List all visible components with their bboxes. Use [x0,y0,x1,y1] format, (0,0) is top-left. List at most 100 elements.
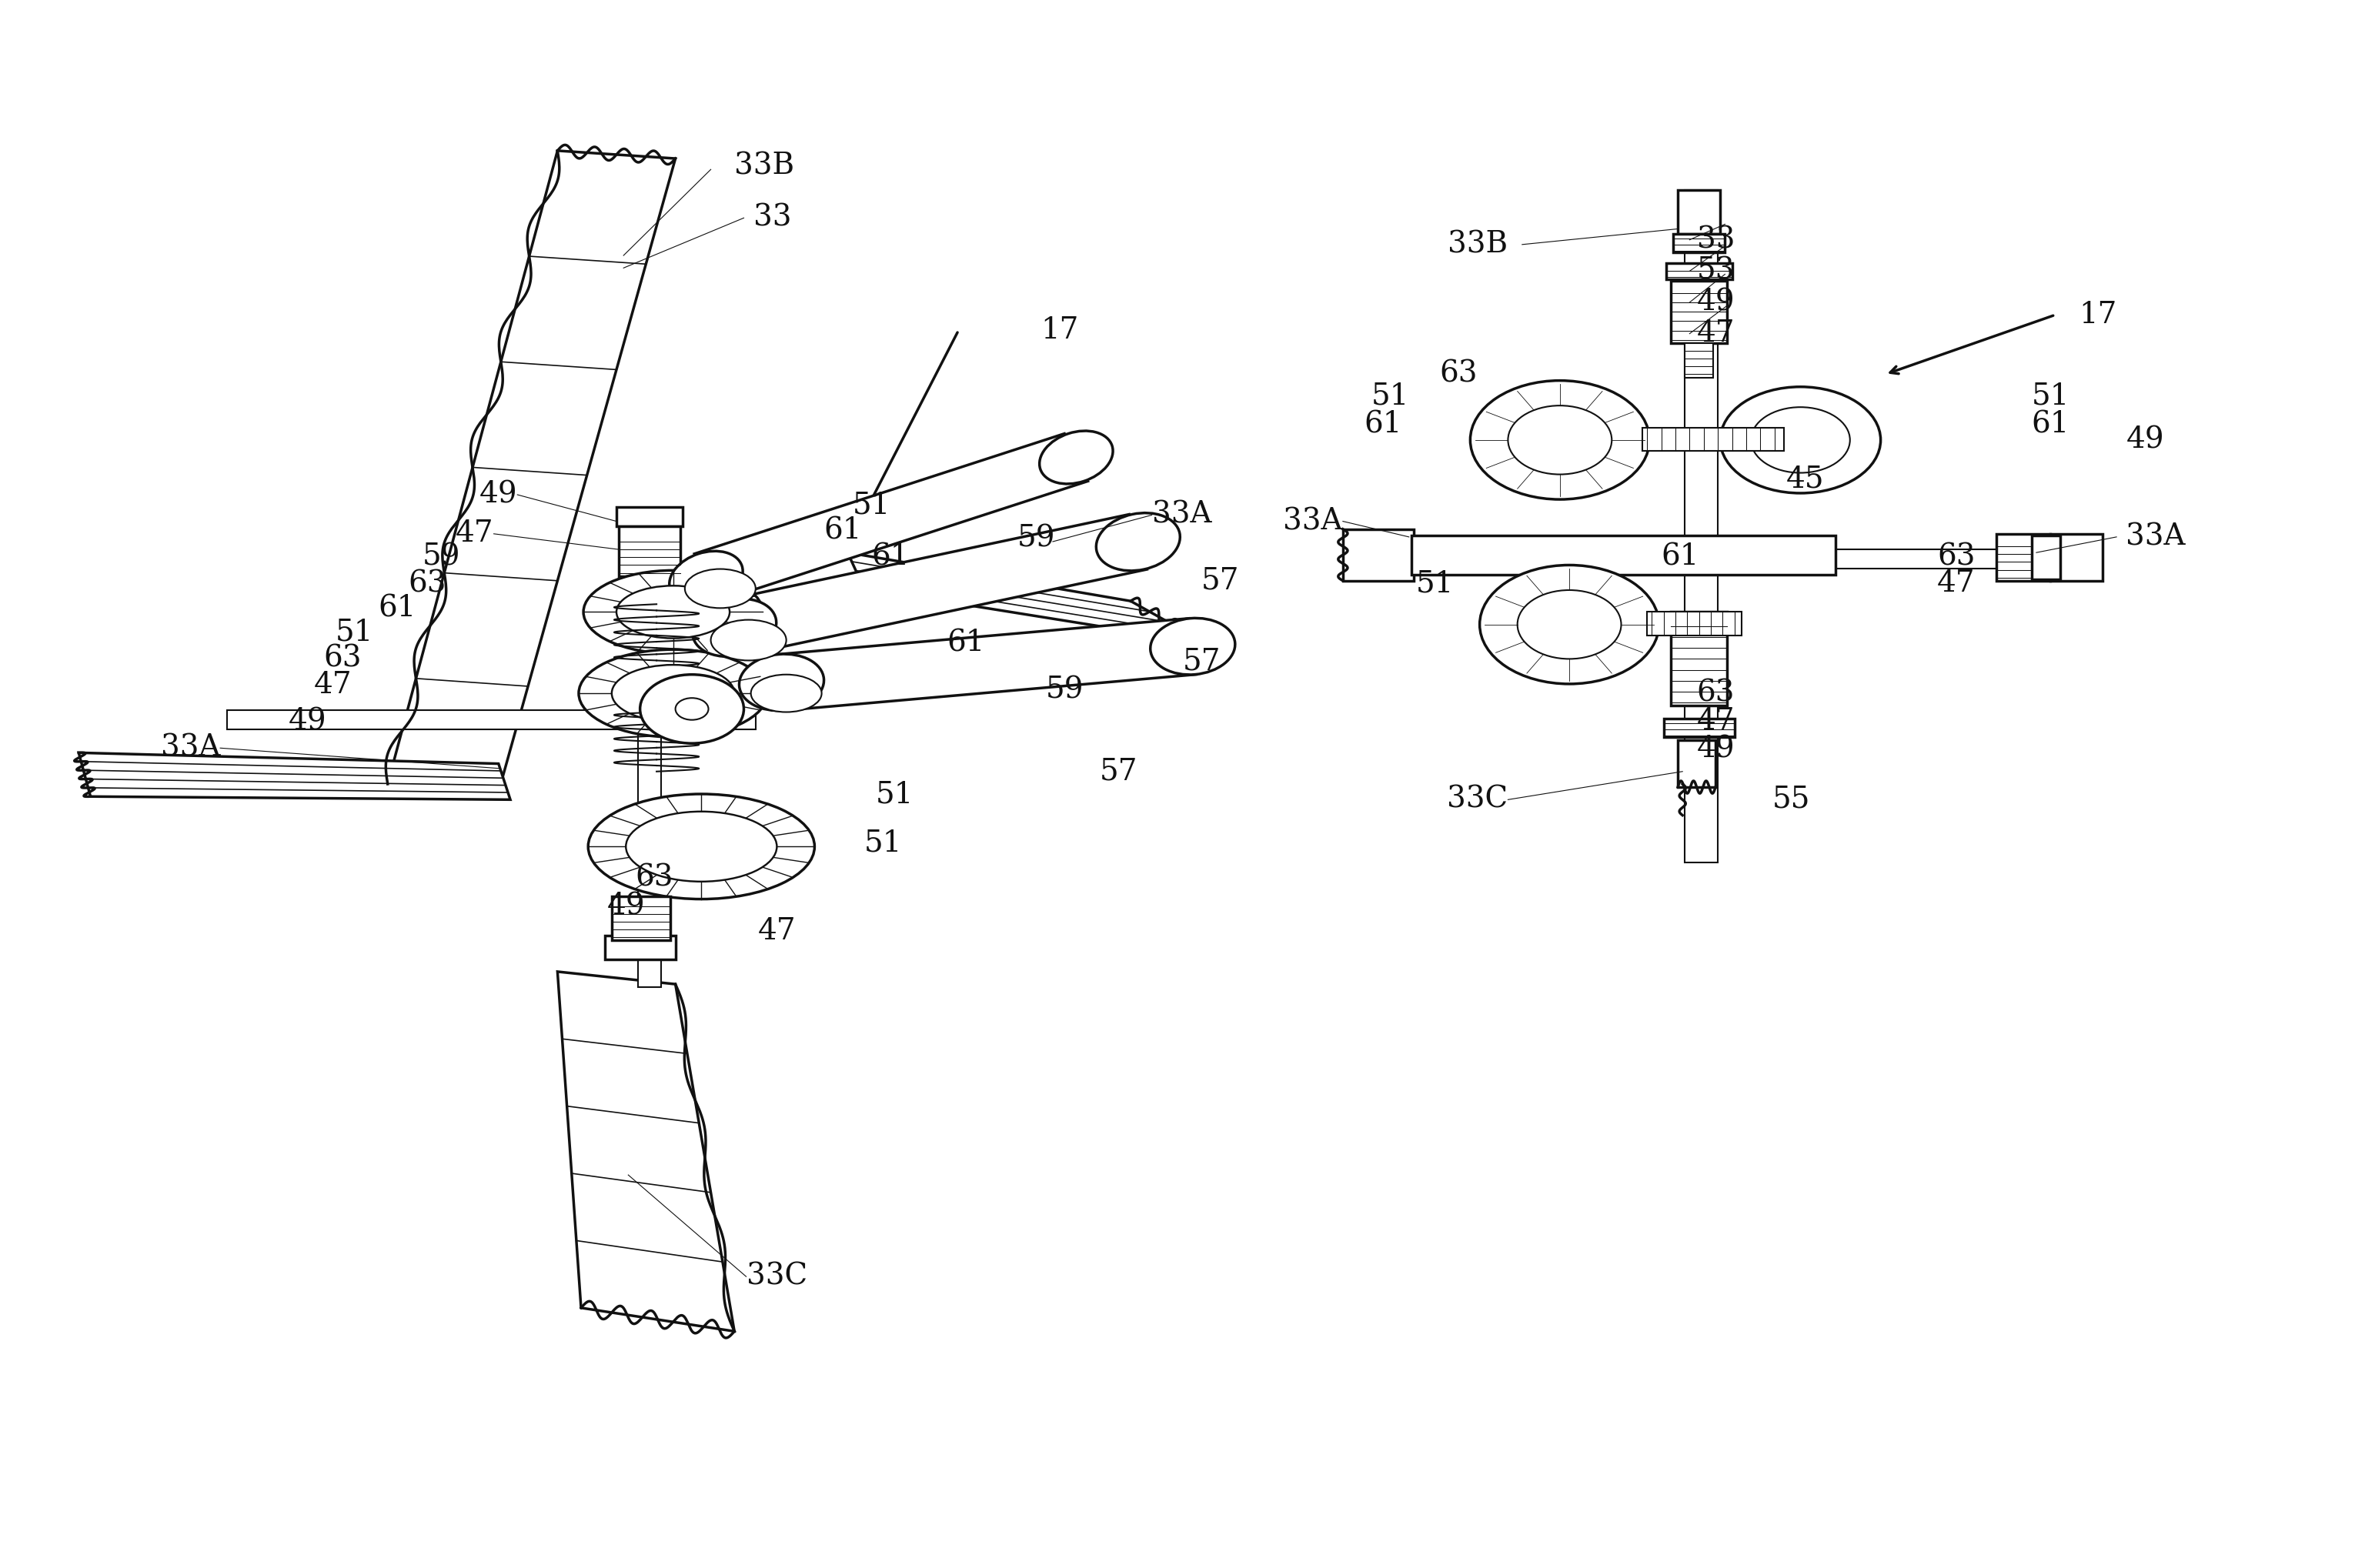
Bar [1646,612,1741,635]
Ellipse shape [579,649,766,737]
Ellipse shape [667,571,750,627]
Ellipse shape [750,674,821,712]
Ellipse shape [1480,564,1658,684]
Text: 61: 61 [946,629,984,657]
Text: 63: 63 [1440,361,1478,389]
Text: 33C: 33C [747,1262,806,1290]
Text: 17: 17 [1041,317,1078,345]
Ellipse shape [1095,513,1180,571]
Text: 49: 49 [480,480,518,510]
Text: 61: 61 [1365,411,1402,439]
Text: 51: 51 [863,829,901,858]
Text: 63: 63 [1937,543,1975,571]
Polygon shape [726,514,1147,655]
Text: 61: 61 [823,516,861,546]
Text: 17: 17 [2079,301,2117,329]
Ellipse shape [1518,590,1620,659]
Ellipse shape [740,654,823,710]
Text: 63: 63 [1696,679,1736,707]
Ellipse shape [1750,408,1849,474]
Bar [1684,343,1712,378]
Ellipse shape [641,674,745,743]
Text: 47: 47 [1937,569,1975,597]
Text: 61: 61 [2032,411,2069,439]
Bar [686,713,754,729]
Text: 47: 47 [456,519,494,549]
Text: 63: 63 [636,864,674,892]
Text: 33A: 33A [161,734,220,762]
Polygon shape [847,552,1206,643]
Bar [620,525,681,575]
Text: 49: 49 [289,707,326,735]
Bar [605,936,676,960]
Ellipse shape [584,571,762,654]
Polygon shape [388,151,676,792]
Text: 59: 59 [423,543,461,571]
Text: 33: 33 [752,204,792,232]
Text: 51: 51 [1417,569,1454,597]
Text: 47: 47 [1696,320,1736,348]
Text: 45: 45 [1786,464,1823,494]
Text: 61: 61 [870,543,908,571]
Ellipse shape [1471,381,1648,499]
Bar [1670,612,1726,706]
Ellipse shape [1041,431,1114,485]
Ellipse shape [613,665,736,721]
Text: 33B: 33B [736,152,795,180]
Bar [1641,428,1783,452]
Text: 51: 51 [336,618,374,646]
Text: 63: 63 [409,569,447,597]
Text: 57: 57 [1201,566,1239,594]
Text: 53: 53 [1696,257,1736,285]
Text: 61: 61 [1660,543,1700,571]
Text: 59: 59 [1017,524,1055,554]
Text: 59: 59 [1045,676,1083,704]
Ellipse shape [693,599,776,657]
Bar [1677,740,1715,787]
Bar [1670,281,1726,343]
Text: 61: 61 [378,594,416,622]
Ellipse shape [589,793,814,898]
Bar [639,517,662,988]
Text: 33: 33 [1696,226,1736,254]
Text: 49: 49 [1696,735,1736,764]
Polygon shape [695,434,1088,602]
Text: 33B: 33B [1447,230,1509,259]
Bar [227,710,653,729]
Bar [2050,533,2102,580]
Text: 47: 47 [315,671,352,699]
Ellipse shape [1509,406,1613,475]
Ellipse shape [1149,618,1235,674]
Text: 51: 51 [1372,383,1410,411]
Text: 63: 63 [324,644,362,673]
Bar [1665,263,1731,279]
Text: 47: 47 [757,917,797,946]
Bar [2032,535,2060,579]
Text: 55: 55 [1771,786,1809,814]
Bar [1677,190,1719,234]
Polygon shape [558,972,736,1331]
Text: 49: 49 [1696,289,1736,317]
Bar [1412,535,1835,574]
Ellipse shape [617,586,731,638]
Text: 51: 51 [851,491,889,521]
Text: 33C: 33C [1447,786,1509,814]
Text: 49: 49 [608,892,646,920]
Bar [1372,549,2055,568]
Text: 51: 51 [2032,383,2069,411]
Ellipse shape [627,812,776,881]
Text: 49: 49 [2126,426,2164,455]
Text: 33A: 33A [1152,500,1211,530]
Polygon shape [78,753,511,800]
Bar [1663,718,1734,737]
Text: 47: 47 [1696,707,1736,735]
Text: 33A: 33A [1284,506,1343,536]
Ellipse shape [1719,387,1880,494]
Text: 51: 51 [875,781,913,809]
Text: 57: 57 [1100,757,1138,786]
Bar [1672,234,1724,252]
Bar [1343,528,1414,580]
Bar [1684,190,1717,862]
Text: 57: 57 [1182,648,1220,676]
Bar [613,897,672,941]
